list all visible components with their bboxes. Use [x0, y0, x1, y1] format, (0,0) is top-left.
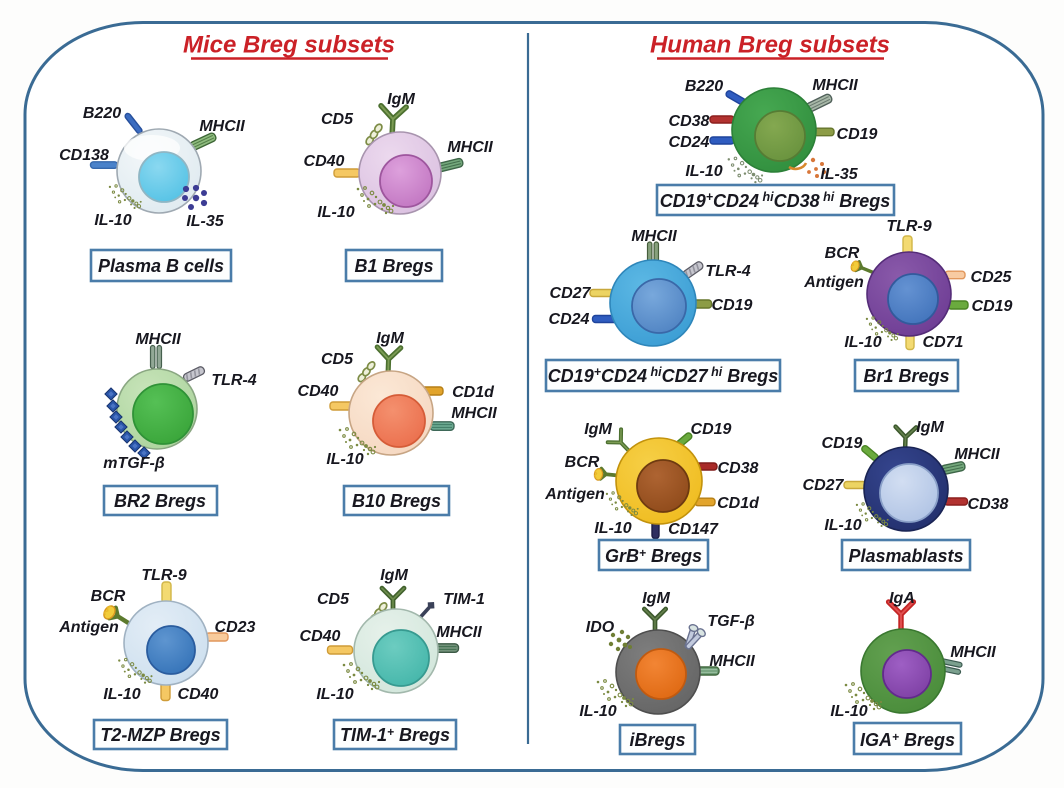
svg-text:MHCII: MHCII: [950, 644, 996, 661]
svg-text:MHCII: MHCII: [436, 624, 482, 641]
svg-text:Mice Breg subsets: Mice Breg subsets: [183, 32, 395, 59]
svg-text:MHCII: MHCII: [135, 331, 181, 348]
svg-text:CD138: CD138: [59, 147, 109, 164]
svg-text:TLR-9: TLR-9: [886, 218, 931, 235]
svg-text:BCR: BCR: [565, 454, 600, 471]
svg-text:CD27: CD27: [803, 477, 845, 494]
svg-text:TLR-4: TLR-4: [211, 372, 256, 389]
svg-text:CD5: CD5: [317, 591, 350, 608]
svg-text:MHCII: MHCII: [631, 228, 677, 245]
svg-text:CD5: CD5: [321, 351, 354, 368]
svg-text:IGA+ Bregs: IGA+ Bregs: [860, 730, 955, 750]
svg-text:CD40: CD40: [304, 153, 345, 170]
svg-text:CD1d: CD1d: [452, 384, 495, 401]
svg-text:CD24: CD24: [669, 134, 710, 151]
svg-text:B10 Bregs: B10 Bregs: [352, 491, 441, 511]
svg-text:TIM-1+ Bregs: TIM-1+ Bregs: [340, 725, 450, 745]
svg-text:TLR-4: TLR-4: [705, 263, 750, 280]
svg-text:Antigen: Antigen: [58, 619, 119, 636]
svg-text:TGF-β: TGF-β: [707, 613, 754, 630]
svg-text:CD40: CD40: [300, 628, 341, 645]
svg-text:CD19: CD19: [837, 126, 878, 143]
svg-text:CD19+CD24 hiCD38 hi Bregs: CD19+CD24 hiCD38 hi Bregs: [660, 190, 891, 211]
svg-text:TIM-1: TIM-1: [443, 591, 485, 608]
svg-text:IL-10: IL-10: [317, 204, 354, 221]
svg-text:Human Breg subsets: Human Breg subsets: [650, 32, 890, 59]
svg-text:IL-10: IL-10: [94, 212, 131, 229]
svg-text:IgM: IgM: [916, 419, 944, 436]
svg-text:BR2 Bregs: BR2 Bregs: [114, 491, 206, 511]
svg-text:Antigen: Antigen: [803, 274, 864, 291]
svg-text:CD147: CD147: [668, 521, 719, 538]
svg-text:IgM: IgM: [380, 567, 408, 584]
svg-text:IL-10: IL-10: [316, 686, 353, 703]
svg-text:CD19: CD19: [712, 297, 753, 314]
svg-text:IL-35: IL-35: [186, 213, 224, 230]
svg-text:IgM: IgM: [584, 421, 612, 438]
svg-text:IL-10: IL-10: [594, 520, 631, 537]
svg-text:CD25: CD25: [971, 269, 1013, 286]
svg-text:IgM: IgM: [642, 590, 670, 607]
svg-text:mTGF-β: mTGF-β: [103, 455, 165, 472]
svg-text:CD1d: CD1d: [717, 495, 760, 512]
svg-text:CD38: CD38: [718, 460, 759, 477]
svg-text:CD19: CD19: [691, 421, 732, 438]
svg-text:CD38: CD38: [968, 496, 1009, 513]
svg-text:IgM: IgM: [376, 330, 404, 347]
svg-text:MHCII: MHCII: [812, 77, 858, 94]
svg-text:T2-MZP Bregs: T2-MZP Bregs: [100, 725, 220, 745]
svg-text:IgM: IgM: [387, 91, 415, 108]
svg-text:Br1 Bregs: Br1 Bregs: [863, 366, 949, 386]
svg-text:Plasma B cells: Plasma B cells: [98, 256, 224, 276]
svg-text:CD23: CD23: [215, 619, 256, 636]
svg-text:B220: B220: [83, 105, 121, 122]
svg-text:MHCII: MHCII: [447, 139, 493, 156]
svg-text:CD71: CD71: [923, 334, 964, 351]
svg-text:CD19+CD24 hiCD27 hi Bregs: CD19+CD24 hiCD27 hi Bregs: [548, 365, 779, 386]
svg-text:IL-10: IL-10: [844, 334, 881, 351]
svg-text:IgA: IgA: [889, 590, 915, 607]
svg-text:B220: B220: [685, 78, 723, 95]
svg-text:CD5: CD5: [321, 111, 354, 128]
svg-text:CD40: CD40: [178, 686, 219, 703]
svg-text:Plasmablasts: Plasmablasts: [848, 546, 963, 566]
svg-text:CD24: CD24: [549, 311, 590, 328]
svg-text:iBregs: iBregs: [629, 730, 685, 750]
svg-text:IL-10: IL-10: [685, 163, 722, 180]
svg-text:CD19: CD19: [972, 298, 1013, 315]
svg-text:IL-35: IL-35: [820, 166, 858, 183]
svg-text:GrB+ Bregs: GrB+ Bregs: [605, 546, 702, 566]
svg-text:BCR: BCR: [825, 245, 860, 262]
svg-text:CD40: CD40: [298, 383, 339, 400]
svg-text:IL-10: IL-10: [830, 703, 867, 720]
svg-text:IL-10: IL-10: [103, 686, 140, 703]
svg-text:CD19: CD19: [822, 435, 863, 452]
svg-text:CD38: CD38: [669, 113, 710, 130]
svg-text:Antigen: Antigen: [544, 486, 605, 503]
svg-text:BCR: BCR: [91, 588, 126, 605]
svg-text:MHCII: MHCII: [199, 118, 245, 135]
svg-text:IL-10: IL-10: [326, 451, 363, 468]
svg-text:MHCII: MHCII: [451, 405, 497, 422]
svg-text:IDO: IDO: [586, 619, 615, 636]
svg-text:MHCII: MHCII: [954, 446, 1000, 463]
svg-text:TLR-9: TLR-9: [141, 567, 186, 584]
svg-text:MHCII: MHCII: [709, 653, 755, 670]
svg-text:B1 Bregs: B1 Bregs: [354, 256, 433, 276]
svg-text:IL-10: IL-10: [579, 703, 616, 720]
svg-text:CD27: CD27: [550, 285, 592, 302]
svg-text:IL-10: IL-10: [824, 517, 861, 534]
